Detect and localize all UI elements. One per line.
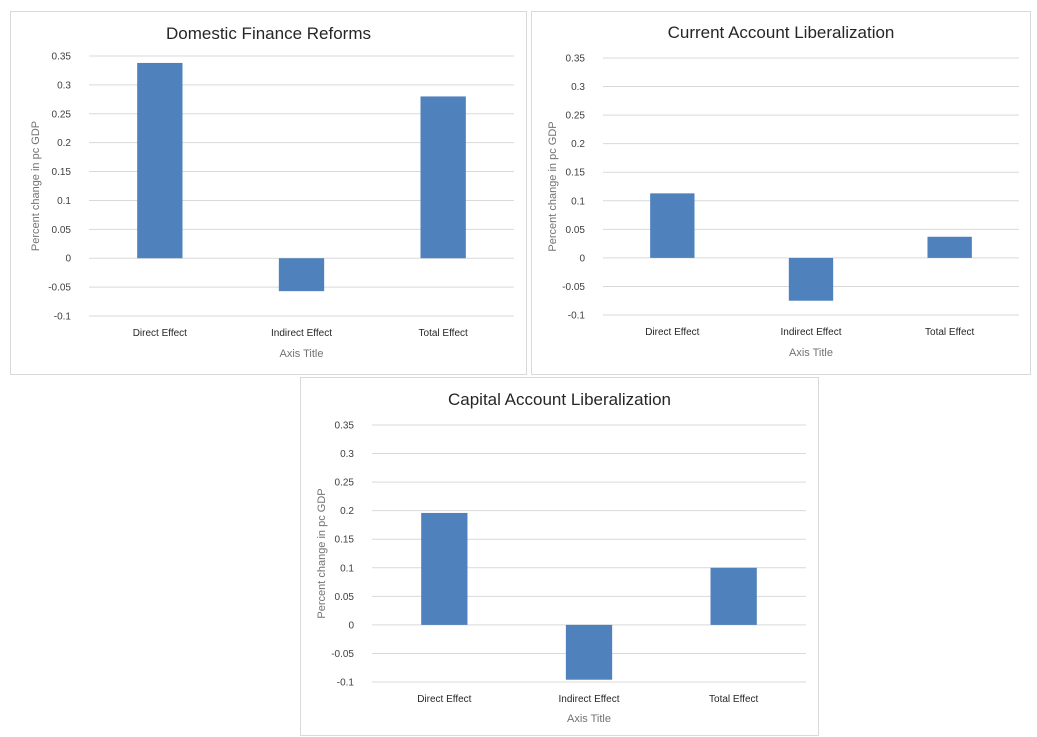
chart-svg: Domestic Finance Reforms 0.35 0.3 0.25 0.2 0.…: [30, 24, 514, 360]
bar-direct-effect: [137, 62, 183, 259]
y-tick-label: 0.05: [335, 592, 355, 603]
y-tick-label: -0.05: [48, 283, 71, 294]
y-tick-label: 0: [65, 254, 71, 265]
x-tick-label: Direct Effect: [133, 328, 187, 339]
chart-panel-domestic-finance: Domestic Finance Reforms 0.35 0.3 0.25 0.2 0.…: [10, 11, 527, 375]
chart-panel-current-account: Current Account Liberalization 0.35 0.3 0.2…: [531, 11, 1031, 375]
y-tick-label: 0.15: [52, 167, 72, 178]
y-tick-label: 0.2: [340, 506, 354, 517]
chart-title: Domestic Finance Reforms: [166, 24, 371, 43]
y-tick-label: 0.1: [340, 563, 354, 574]
x-tick-label: Direct Effect: [417, 694, 471, 705]
x-tick-label: Indirect Effect: [559, 694, 620, 705]
y-tick-label: 0.25: [566, 111, 586, 122]
y-axis-title: Percent change in pc GDP: [547, 121, 559, 251]
x-axis-title: Axis Title: [789, 347, 833, 359]
x-tick-label: Indirect Effect: [271, 328, 332, 339]
chart-title: Capital Account Liberalization: [448, 390, 671, 409]
y-tick-label: 0.25: [52, 109, 72, 120]
chart-svg: Current Account Liberalization 0.35 0.3 0.2…: [547, 23, 1019, 359]
chart-panel-capital-account: Capital Account Liberalization 0.35 0.3 0.2…: [300, 377, 819, 736]
y-axis-title: Percent change in pc GDP: [30, 121, 42, 251]
x-axis-title: Axis Title: [279, 348, 323, 360]
x-axis-title: Axis Title: [567, 713, 611, 725]
y-tick-label: -0.05: [331, 649, 354, 660]
y-tick-label: 0.3: [340, 449, 354, 460]
y-tick-label: 0.3: [571, 82, 585, 93]
bar-indirect-effect: [788, 257, 834, 301]
y-tick-label: 0.35: [335, 421, 355, 432]
bar-total-effect: [710, 567, 757, 625]
bar-direct-effect: [421, 512, 468, 625]
x-tick-label: Indirect Effect: [781, 327, 842, 338]
bar-direct-effect: [650, 193, 695, 258]
y-tick-label: -0.05: [562, 282, 585, 293]
y-tick-label: 0: [348, 620, 354, 631]
y-tick-label: 0.15: [335, 535, 355, 546]
y-tick-label: 0.05: [566, 225, 586, 236]
y-tick-label: 0.15: [566, 168, 586, 179]
y-tick-label: -0.1: [54, 312, 72, 323]
chart-svg: Capital Account Liberalization 0.35 0.3 0.2…: [316, 390, 806, 725]
y-tick-label: 0.1: [57, 196, 71, 207]
y-axis-title: Percent change in pc GDP: [316, 488, 328, 618]
x-tick-label: Total Effect: [709, 694, 759, 705]
x-tick-label: Total Effect: [419, 328, 469, 339]
bar-indirect-effect: [565, 624, 613, 680]
bar-total-effect: [927, 236, 972, 258]
y-tick-label: 0.05: [52, 225, 72, 236]
chart-title: Current Account Liberalization: [668, 23, 895, 42]
y-tick-label: 0.1: [571, 196, 585, 207]
y-tick-label: -0.1: [337, 678, 355, 689]
y-tick-label: 0.25: [335, 478, 355, 489]
y-tick-label: -0.1: [568, 311, 586, 322]
y-tick-label: 0.3: [57, 80, 71, 91]
y-tick-label: 0.35: [52, 52, 72, 63]
y-tick-label: 0.2: [57, 138, 71, 149]
y-tick-label: 0: [579, 253, 585, 264]
y-tick-label: 0.35: [566, 54, 586, 65]
bar-total-effect: [420, 96, 466, 259]
bar-indirect-effect: [278, 258, 325, 292]
x-tick-label: Direct Effect: [645, 327, 699, 338]
x-tick-label: Total Effect: [925, 327, 975, 338]
y-tick-label: 0.2: [571, 139, 585, 150]
